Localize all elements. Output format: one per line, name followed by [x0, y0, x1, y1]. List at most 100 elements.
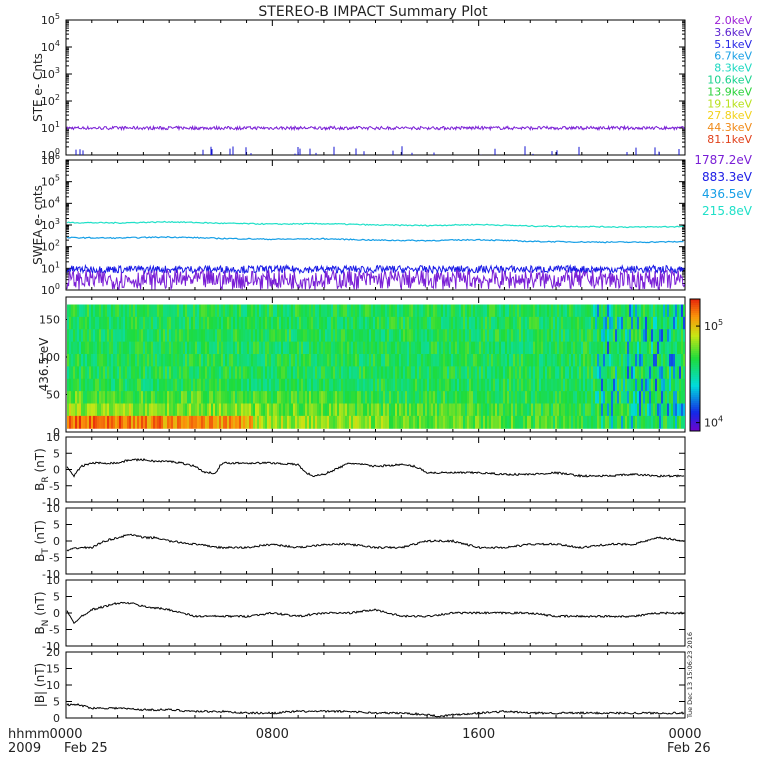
- heatmap-cell: [115, 378, 117, 392]
- heatmap-cell: [355, 341, 357, 355]
- heatmap-cell: [489, 415, 491, 429]
- heatmap-cell: [279, 391, 281, 404]
- heatmap-cell: [253, 378, 255, 392]
- heatmap-cell: [143, 341, 145, 355]
- heatmap-cell: [255, 403, 257, 417]
- colorbar-swatch: [690, 387, 700, 389]
- heatmap-cell: [345, 366, 347, 380]
- heatmap-cell: [381, 354, 383, 367]
- heatmap-cell: [187, 403, 189, 417]
- heatmap-cell: [279, 366, 281, 380]
- heatmap-cell: [563, 341, 565, 355]
- heatmap-cell: [85, 316, 87, 330]
- heatmap-cell: [267, 415, 269, 429]
- heatmap-cell: [431, 403, 433, 417]
- heatmap-cell: [67, 378, 69, 392]
- colorbar-swatch: [690, 307, 700, 309]
- heatmap-cell: [589, 329, 591, 343]
- heatmap-cell: [165, 391, 167, 404]
- heatmap-cell: [87, 366, 89, 380]
- heatmap-cell: [209, 415, 211, 429]
- heatmap-cell: [289, 378, 291, 392]
- heatmap-cell: [293, 403, 295, 417]
- heatmap-cell: [413, 341, 415, 355]
- y-tick-label: 102: [41, 93, 60, 108]
- heatmap-cell: [469, 378, 471, 392]
- heatmap-cell: [301, 341, 303, 355]
- heatmap-cell: [463, 378, 465, 392]
- heatmap-cell: [99, 415, 101, 429]
- heatmap-cell: [75, 403, 77, 417]
- heatmap-cell: [219, 378, 221, 392]
- heatmap-cell: [645, 415, 647, 429]
- heatmap-cell: [203, 391, 205, 404]
- heatmap-cell: [377, 304, 379, 318]
- heatmap-cell: [291, 391, 293, 404]
- heatmap-cell: [321, 329, 323, 343]
- heatmap-cell: [407, 378, 409, 392]
- heatmap-cell: [667, 378, 669, 392]
- heatmap-cell: [395, 304, 397, 318]
- heatmap-cell: [597, 304, 599, 318]
- colorbar-swatch: [690, 329, 700, 331]
- heatmap-cell: [141, 304, 143, 318]
- heatmap-cell: [231, 378, 233, 392]
- heatmap-cell: [425, 366, 427, 380]
- heatmap-cell: [677, 329, 679, 343]
- heatmap-cell: [97, 316, 99, 330]
- heatmap-cell: [307, 354, 309, 367]
- heatmap-cell: [451, 403, 453, 417]
- colorbar-swatch: [690, 359, 700, 361]
- heatmap-cell: [303, 354, 305, 367]
- heatmap-cell: [655, 415, 657, 429]
- heatmap-cell: [487, 304, 489, 318]
- heatmap-cell: [501, 354, 503, 367]
- heatmap-cell: [637, 304, 639, 318]
- heatmap-cell: [431, 366, 433, 380]
- heatmap-cell: [113, 304, 115, 318]
- heatmap-cell: [491, 366, 493, 380]
- heatmap-cell: [211, 354, 213, 367]
- heatmap-cell: [567, 366, 569, 380]
- heatmap-cell: [249, 329, 251, 343]
- heatmap-cell: [317, 304, 319, 318]
- heatmap-cell: [177, 403, 179, 417]
- heatmap-cell: [407, 354, 409, 367]
- heatmap-cell: [585, 329, 587, 343]
- heatmap-cell: [459, 366, 461, 380]
- heatmap-cell: [657, 403, 659, 417]
- colorbar-swatch: [690, 397, 700, 399]
- heatmap-cell: [597, 366, 599, 380]
- heatmap-cell: [275, 304, 277, 318]
- heatmap-cell: [307, 378, 309, 392]
- x-tick-label: 1600: [462, 727, 495, 742]
- heatmap-cell: [119, 304, 121, 318]
- heatmap-cell: [453, 341, 455, 355]
- heatmap-cell: [173, 415, 175, 429]
- heatmap-cell: [327, 378, 329, 392]
- heatmap-cell: [541, 415, 543, 429]
- heatmap-cell: [99, 341, 101, 355]
- heatmap-cell: [507, 378, 509, 392]
- heatmap-cell: [157, 391, 159, 404]
- heatmap-cell: [375, 415, 377, 429]
- heatmap-cell: [99, 366, 101, 380]
- heatmap-cell: [93, 403, 95, 417]
- heatmap-cell: [147, 366, 149, 380]
- heatmap-cell: [371, 341, 373, 355]
- heatmap-cell: [121, 415, 123, 429]
- heatmap-cell: [491, 415, 493, 429]
- heatmap-cell: [645, 316, 647, 330]
- heatmap-cell: [611, 341, 613, 355]
- heatmap-cell: [369, 304, 371, 318]
- heatmap-cell: [353, 329, 355, 343]
- heatmap-cell: [121, 391, 123, 404]
- heatmap-cell: [571, 403, 573, 417]
- heatmap-cell: [287, 415, 289, 429]
- colorbar-swatch: [690, 367, 700, 369]
- heatmap-cell: [593, 391, 595, 404]
- heatmap-cell: [405, 391, 407, 404]
- colorbar-swatch: [690, 421, 700, 423]
- heatmap-cell: [623, 341, 625, 355]
- heatmap-cell: [227, 403, 229, 417]
